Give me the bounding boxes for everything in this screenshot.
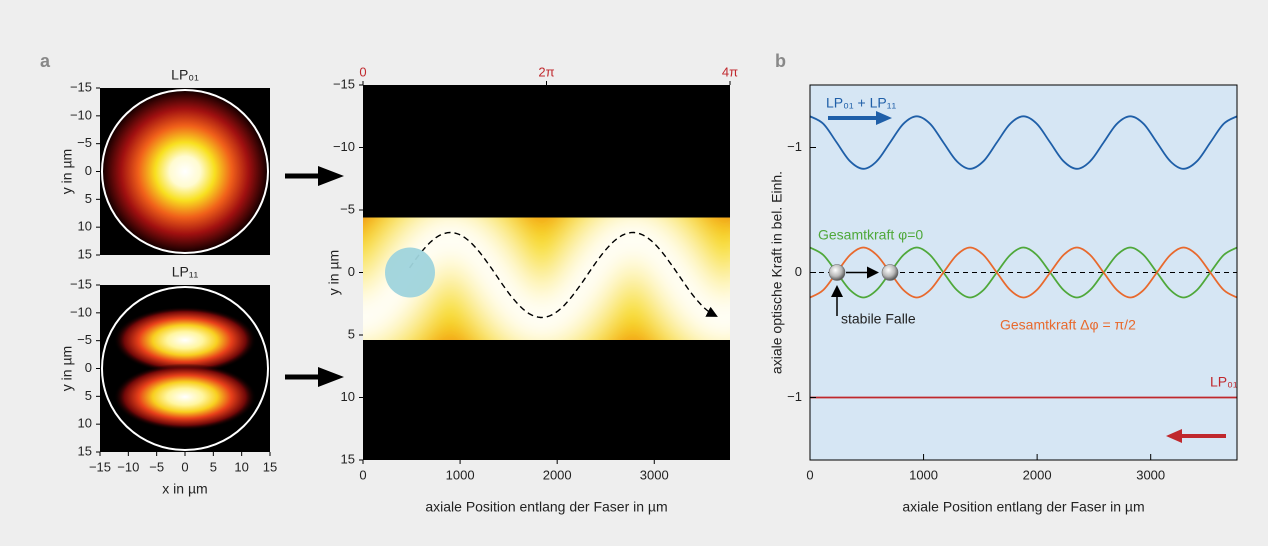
x2-tick-label: 4π xyxy=(722,64,738,79)
arrow-head xyxy=(318,367,344,387)
chart-title: LP₀₁ xyxy=(171,67,199,83)
x-tick-label: −5 xyxy=(149,459,164,474)
panel-label: a xyxy=(40,51,51,71)
arrow-head xyxy=(318,166,344,186)
y-axis-label: y in µm xyxy=(59,149,75,194)
x-tick-label: 0 xyxy=(181,459,188,474)
y-tick-label: 5 xyxy=(85,388,92,403)
y-tick-label: −15 xyxy=(70,276,92,291)
y-tick-label: 0 xyxy=(85,360,92,375)
x-axis-label: axiale Position entlang der Faser in µm xyxy=(425,499,667,515)
y-axis-label: y in µm xyxy=(59,346,75,391)
chart-title: LP₁₁ xyxy=(172,264,199,280)
y-tick-label: 0 xyxy=(795,264,802,279)
direction-arrow-head xyxy=(876,111,892,125)
y-tick-label: 5 xyxy=(85,191,92,206)
trapped-particle xyxy=(828,264,846,281)
x-tick-label: 1000 xyxy=(446,467,475,482)
particle xyxy=(385,247,435,298)
series-label: LP₀₁ + LP₁₁ xyxy=(826,95,896,111)
fiber-core xyxy=(101,89,269,254)
panel-label: b xyxy=(775,51,786,71)
y-tick-label: 5 xyxy=(348,326,355,341)
x-tick-label: 5 xyxy=(210,459,217,474)
x-tick-label: −10 xyxy=(117,459,139,474)
mode-lobe xyxy=(113,306,257,374)
x-axis-label: x in µm xyxy=(162,481,207,497)
x-tick-label: 0 xyxy=(806,467,813,482)
x-tick-label: 1000 xyxy=(909,467,938,482)
beat-pattern xyxy=(363,85,730,460)
y-tick-label: 15 xyxy=(78,443,92,458)
x-axis-label: axiale Position entlang der Faser in µm xyxy=(902,499,1144,515)
x-tick-label: −15 xyxy=(89,459,111,474)
trapped-particle xyxy=(881,264,899,281)
annotation: stabile Falle xyxy=(841,311,916,327)
series-line xyxy=(809,115,1238,170)
series-line xyxy=(809,246,1238,299)
y-tick-label: 15 xyxy=(341,451,355,466)
y-tick-label: 10 xyxy=(341,389,355,404)
x-tick-label: 0 xyxy=(359,467,366,482)
y-axis-label: y in µm xyxy=(326,250,342,295)
fiber-core xyxy=(101,286,269,451)
series-label: Gesamtkraft Δφ = π/2 xyxy=(1000,317,1136,333)
series-line xyxy=(809,246,1238,299)
y-tick-label: −10 xyxy=(70,304,92,319)
y-tick-label: 10 xyxy=(78,219,92,234)
y-tick-label: −1 xyxy=(787,389,802,404)
x2-tick-label: 2π xyxy=(538,64,554,79)
y-tick-label: −15 xyxy=(70,79,92,94)
x2-tick-label: 0 xyxy=(359,64,366,79)
y-tick-label: 15 xyxy=(78,246,92,261)
x-tick-label: 3000 xyxy=(1136,467,1165,482)
series-label: LP₀₁ xyxy=(1210,374,1238,390)
particle-path xyxy=(409,231,718,319)
x-tick-label: 2000 xyxy=(1023,467,1052,482)
direction-arrow-head xyxy=(1166,429,1182,443)
y-tick-label: −10 xyxy=(333,139,355,154)
x-tick-label: 15 xyxy=(263,459,277,474)
y-tick-label: 0 xyxy=(85,163,92,178)
y-tick-label: −1 xyxy=(787,139,802,154)
x-tick-label: 2000 xyxy=(543,467,572,482)
mode-intensity xyxy=(100,88,270,255)
y-tick-label: −10 xyxy=(70,107,92,122)
y-tick-label: −5 xyxy=(77,332,92,347)
mode-lobe xyxy=(113,363,257,431)
series-label: Gesamtkraft φ=0 xyxy=(818,227,923,243)
y-tick-label: −5 xyxy=(77,135,92,150)
x-tick-label: 10 xyxy=(234,459,248,474)
beat-pattern-blur xyxy=(363,85,730,460)
x-tick-label: 3000 xyxy=(640,467,669,482)
y-tick-label: 10 xyxy=(78,416,92,431)
y-axis-label: axiale optische Kraft in bel. Einh. xyxy=(769,171,785,374)
y-tick-label: −5 xyxy=(340,201,355,216)
y-tick-label: 0 xyxy=(348,264,355,279)
y-tick-label: −15 xyxy=(333,76,355,91)
